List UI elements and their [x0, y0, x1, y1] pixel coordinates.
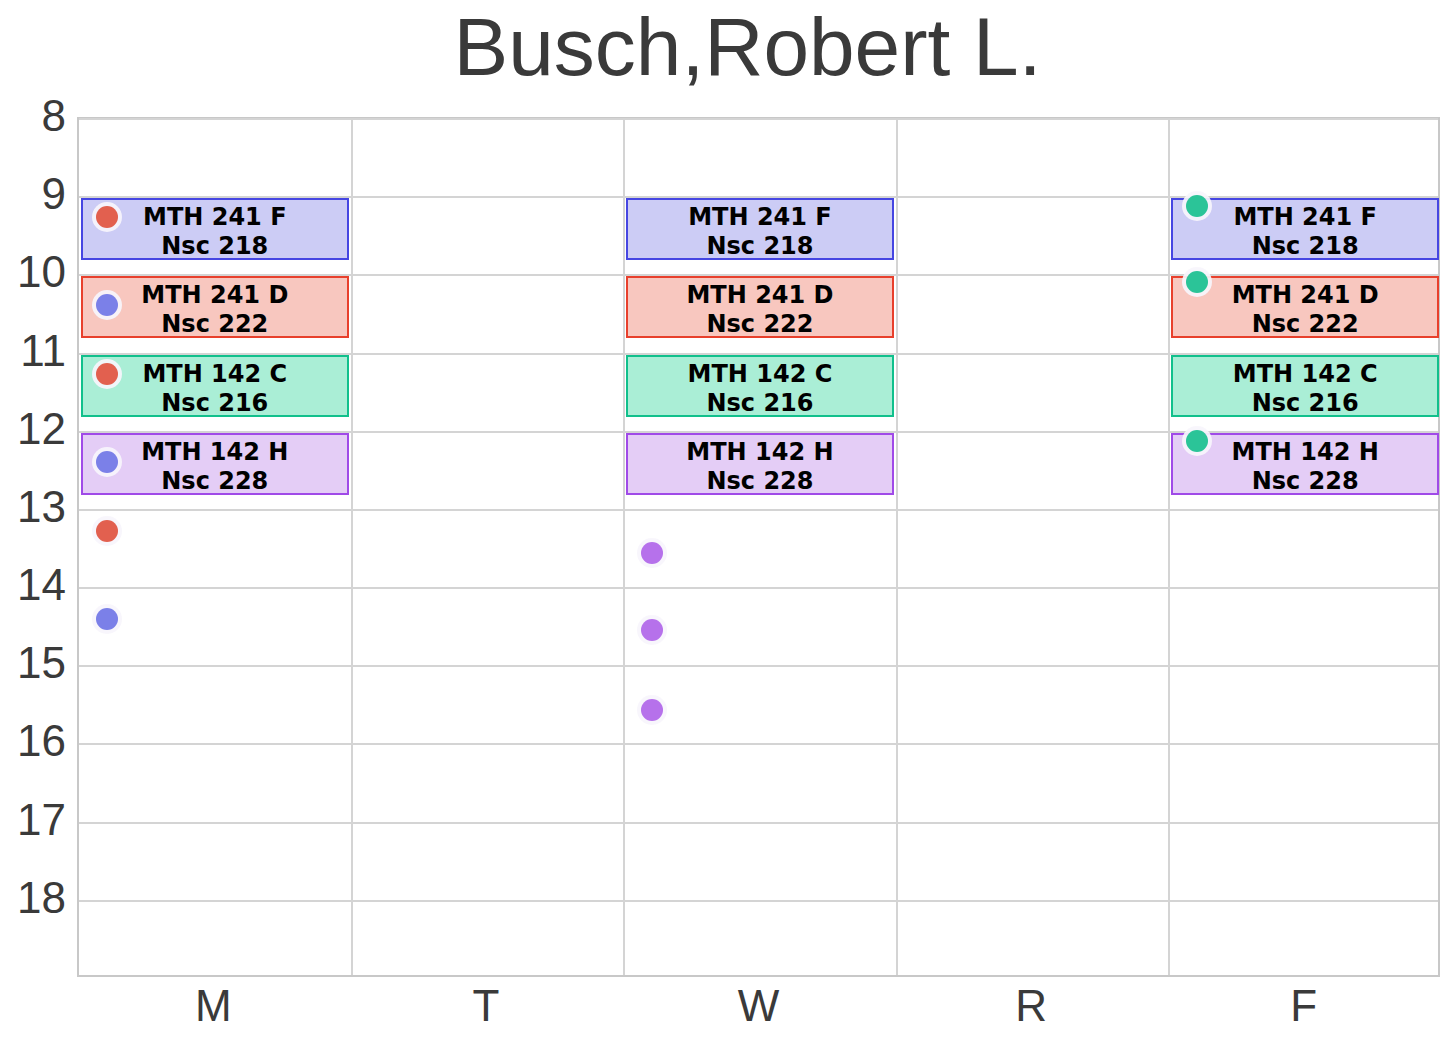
- blue-dot: [96, 294, 118, 316]
- class-block[interactable]: MTH 241 FNsc 218: [1171, 198, 1439, 260]
- class-course-label: MTH 241 F: [628, 203, 892, 232]
- red-dot: [96, 520, 118, 542]
- class-block[interactable]: MTH 142 HNsc 228: [81, 433, 349, 495]
- y-tick-label: 12: [0, 407, 66, 451]
- class-room-label: Nsc 222: [628, 310, 892, 339]
- y-tick-label: 18: [0, 876, 66, 920]
- gridline-hour: [79, 509, 1438, 511]
- gridline-hour: [79, 665, 1438, 667]
- class-room-label: Nsc 222: [1173, 310, 1437, 339]
- class-course-label: MTH 241 D: [1173, 281, 1437, 310]
- class-room-label: Nsc 228: [83, 467, 347, 496]
- gridline-hour: [79, 900, 1438, 902]
- class-block[interactable]: MTH 241 FNsc 218: [626, 198, 894, 260]
- day-label: T: [426, 984, 546, 1028]
- y-tick-label: 8: [0, 94, 66, 138]
- class-room-label: Nsc 218: [628, 232, 892, 261]
- gridline-hour: [79, 743, 1438, 745]
- class-block[interactable]: MTH 142 HNsc 228: [1171, 433, 1439, 495]
- class-block[interactable]: MTH 142 CNsc 216: [626, 355, 894, 417]
- class-course-label: MTH 241 F: [1173, 203, 1437, 232]
- schedule-figure: Busch,Robert L. MTH 241 FNsc 218MTH 241 …: [0, 0, 1456, 1040]
- gridline-day: [623, 119, 625, 975]
- gridline-hour: [79, 822, 1438, 824]
- class-course-label: MTH 142 C: [1173, 360, 1437, 389]
- purple-dot: [641, 542, 663, 564]
- day-label: R: [971, 984, 1091, 1028]
- class-block[interactable]: MTH 241 DNsc 222: [81, 276, 349, 338]
- class-course-label: MTH 241 D: [83, 281, 347, 310]
- gridline-day: [1168, 119, 1170, 975]
- class-block[interactable]: MTH 142 HNsc 228: [626, 433, 894, 495]
- y-tick-label: 14: [0, 563, 66, 607]
- class-course-label: MTH 142 C: [83, 360, 347, 389]
- day-label: W: [699, 984, 819, 1028]
- class-course-label: MTH 241 F: [83, 203, 347, 232]
- purple-dot: [641, 619, 663, 641]
- gridline-day: [351, 119, 353, 975]
- class-room-label: Nsc 228: [1173, 467, 1437, 496]
- class-block[interactable]: MTH 142 CNsc 216: [1171, 355, 1439, 417]
- class-room-label: Nsc 216: [1173, 389, 1437, 418]
- class-course-label: MTH 142 H: [1173, 438, 1437, 467]
- class-room-label: Nsc 218: [1173, 232, 1437, 261]
- gridline-hour: [79, 587, 1438, 589]
- class-room-label: Nsc 222: [83, 310, 347, 339]
- red-dot: [96, 363, 118, 385]
- purple-dot: [641, 699, 663, 721]
- y-tick-label: 16: [0, 720, 66, 764]
- class-course-label: MTH 142 C: [628, 360, 892, 389]
- gridline-day: [896, 119, 898, 975]
- y-tick-label: 13: [0, 485, 66, 529]
- class-block[interactable]: MTH 241 DNsc 222: [1171, 276, 1439, 338]
- day-label: F: [1244, 984, 1364, 1028]
- chart-title: Busch,Robert L.: [55, 4, 1440, 90]
- y-tick-label: 11: [0, 329, 66, 373]
- class-room-label: Nsc 216: [83, 389, 347, 418]
- class-block[interactable]: MTH 142 CNsc 216: [81, 355, 349, 417]
- gridline-hour: [79, 118, 1438, 120]
- class-block[interactable]: MTH 241 DNsc 222: [626, 276, 894, 338]
- class-course-label: MTH 142 H: [83, 438, 347, 467]
- class-block[interactable]: MTH 241 FNsc 218: [81, 198, 349, 260]
- y-tick-label: 9: [0, 172, 66, 216]
- y-tick-label: 17: [0, 798, 66, 842]
- plot-area: MTH 241 FNsc 218MTH 241 FNsc 218MTH 241 …: [77, 117, 1440, 977]
- class-room-label: Nsc 216: [628, 389, 892, 418]
- green-dot: [1186, 271, 1208, 293]
- blue-dot: [96, 608, 118, 630]
- day-label: M: [153, 984, 273, 1028]
- red-dot: [96, 206, 118, 228]
- class-course-label: MTH 241 D: [628, 281, 892, 310]
- y-tick-label: 10: [0, 250, 66, 294]
- class-room-label: Nsc 218: [83, 232, 347, 261]
- class-course-label: MTH 142 H: [628, 438, 892, 467]
- class-room-label: Nsc 228: [628, 467, 892, 496]
- y-tick-label: 15: [0, 641, 66, 685]
